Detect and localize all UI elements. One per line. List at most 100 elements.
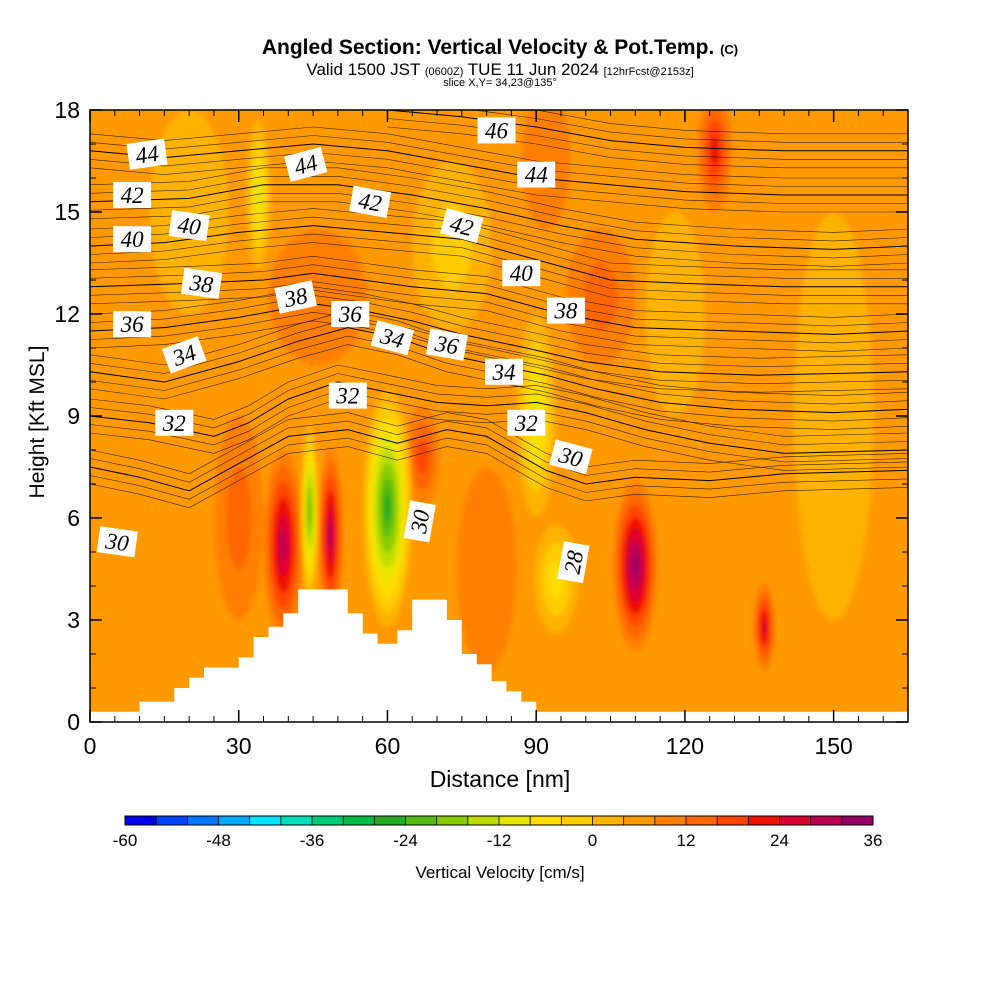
contour-label-6: 42	[349, 185, 392, 218]
contour-label-19: 42	[440, 208, 484, 244]
colorbar-swatch-9	[405, 816, 438, 825]
theta-contour-30-minor-2	[90, 420, 908, 483]
colorbar-tick-label--48: -48	[206, 831, 231, 850]
contour-label-text-6: 42	[357, 188, 384, 217]
theta-contour-40-minor-0	[90, 242, 908, 305]
velocity-cell-18-level-1	[793, 212, 874, 620]
colorbar-label: Vertical Velocity [cm/s]	[415, 863, 585, 882]
theta-contour-44-minor-1	[90, 152, 908, 204]
colorbar-tick-label--36: -36	[300, 831, 325, 850]
valid-date: TUE 11 Jun 2024	[467, 60, 599, 79]
terrain-profile	[90, 589, 908, 722]
velocity-cell-4-level-4	[710, 135, 719, 167]
theta-contour-46-minor-3	[533, 110, 908, 135]
contour-label-bg-2	[113, 226, 152, 253]
y-tick-label-9: 9	[67, 403, 80, 429]
theta-contour-44	[90, 143, 908, 196]
contour-label-text-14: 32	[162, 411, 186, 436]
theta-contour-40	[90, 225, 908, 288]
y-tick-label-15: 15	[54, 199, 80, 225]
theta-contour-42-minor-0	[90, 201, 908, 267]
colorbar-swatch-19	[717, 816, 749, 825]
contour-labels: 44 42 40 36 30 44 42 40 38 38 36 34 34 36 32 32 30 46 44 42…	[96, 117, 593, 584]
velocity-cell-5-level-3	[416, 439, 428, 474]
theta-contour-38-minor-1	[90, 281, 908, 344]
contour-label-text-1: 42	[121, 183, 144, 208]
x-tick-label-60: 60	[375, 733, 401, 759]
contour-label-12: 34	[370, 320, 415, 356]
theta-contour-38	[90, 272, 908, 335]
theta-contours	[90, 110, 908, 509]
forecast-info: [12hrFcst@2153z]	[603, 66, 694, 78]
title-main: Angled Section: Vertical Velocity & Pot.…	[261, 36, 715, 59]
theta-contour-44-minor-0	[90, 160, 908, 213]
theta-contour-34-minor-2	[90, 318, 908, 405]
theta-contour-38-minor-3	[90, 255, 908, 318]
colorbar-swatch-11	[467, 816, 500, 825]
theta-contour-30-minor-0	[90, 446, 908, 509]
colorbar-swatch-5	[280, 816, 313, 825]
contour-label-text-20: 40	[510, 261, 534, 286]
contour-label-text-0: 44	[134, 141, 160, 169]
theta-contour-30	[90, 429, 908, 492]
velocity-cell-12-level-7	[308, 498, 311, 524]
theta-contour-38-minor-0	[90, 289, 908, 352]
colorbar-swatch-8	[374, 816, 406, 825]
x-tick-label-90: 90	[523, 733, 549, 759]
theta-contour-34	[90, 327, 908, 414]
theta-contour-30-minor-3	[90, 412, 908, 475]
colorbar-tick-label--60: -60	[113, 831, 138, 850]
theta-contour-46	[387, 110, 908, 152]
colorbar-swatch-21	[779, 816, 812, 825]
theta-contour-46-minor-2	[471, 110, 908, 143]
velocity-cell-6-level-2	[226, 467, 252, 569]
contour-label-11: 34	[161, 336, 207, 374]
colorbar-swatch-12	[499, 816, 531, 825]
colorbar-swatch-20	[748, 816, 780, 825]
contour-label-bg-15	[328, 382, 367, 409]
contour-label-bg-19	[440, 208, 484, 244]
contour-label-4: 30	[96, 526, 138, 558]
contour-label-5: 44	[283, 146, 328, 182]
theta-contour-32-minor-1	[90, 390, 908, 463]
contour-label-2: 40	[113, 226, 152, 253]
contour-label-text-13: 36	[432, 331, 460, 360]
contour-label-bg-23	[507, 409, 546, 436]
contour-label-text-17: 46	[485, 118, 509, 143]
theta-contour-32	[90, 381, 908, 454]
y-tick-label-12: 12	[54, 301, 80, 327]
contour-label-bg-6	[349, 185, 392, 218]
colorbar-tick-label-0: 0	[588, 831, 597, 850]
contour-label-text-7: 40	[176, 212, 203, 240]
contour-label-text-21: 38	[553, 299, 578, 324]
contour-label-bg-21	[546, 297, 585, 324]
velocity-cell-8-level-1	[268, 229, 368, 365]
contour-label-25: 28	[557, 541, 590, 584]
theta-contour-42-minor-2	[90, 176, 908, 242]
valid-utc: (0600Z)	[424, 66, 464, 78]
velocity-cell-19-level-1	[645, 212, 705, 416]
colorbar-swatch-6	[312, 816, 344, 825]
colorbar-swatch-3	[218, 816, 251, 825]
colorbar-tick-label--12: -12	[487, 831, 512, 850]
colorbar-tick-label-24: 24	[770, 831, 789, 850]
contour-label-text-23: 32	[514, 411, 538, 436]
y-tick-label-3: 3	[67, 607, 80, 633]
contour-label-bg-10	[331, 301, 370, 327]
velocity-cell-7-level-1	[456, 467, 517, 671]
theta-contour-34-minor-0	[90, 344, 908, 430]
contour-label-23: 32	[507, 409, 546, 436]
velocity-cell-11-level-8	[384, 492, 391, 523]
velocity-cell-2-level-7	[632, 553, 639, 578]
colorbar-swatch-13	[530, 816, 562, 825]
theta-contour-40-minor-1	[90, 233, 908, 296]
colorbar-swatch-0	[125, 816, 157, 825]
chart-subtitle: Valid 1500 JST (0600Z) TUE 11 Jun 2024 […	[0, 60, 1000, 80]
contour-label-15: 32	[328, 382, 367, 409]
theta-contour-46-minor-0	[387, 126, 908, 169]
contour-label-text-22: 34	[492, 360, 516, 385]
colorbar-tick-label--24: -24	[393, 831, 418, 850]
x-tick-label-0: 0	[84, 733, 97, 759]
contour-label-3: 36	[113, 311, 152, 338]
contour-label-text-16: 30	[406, 507, 435, 535]
